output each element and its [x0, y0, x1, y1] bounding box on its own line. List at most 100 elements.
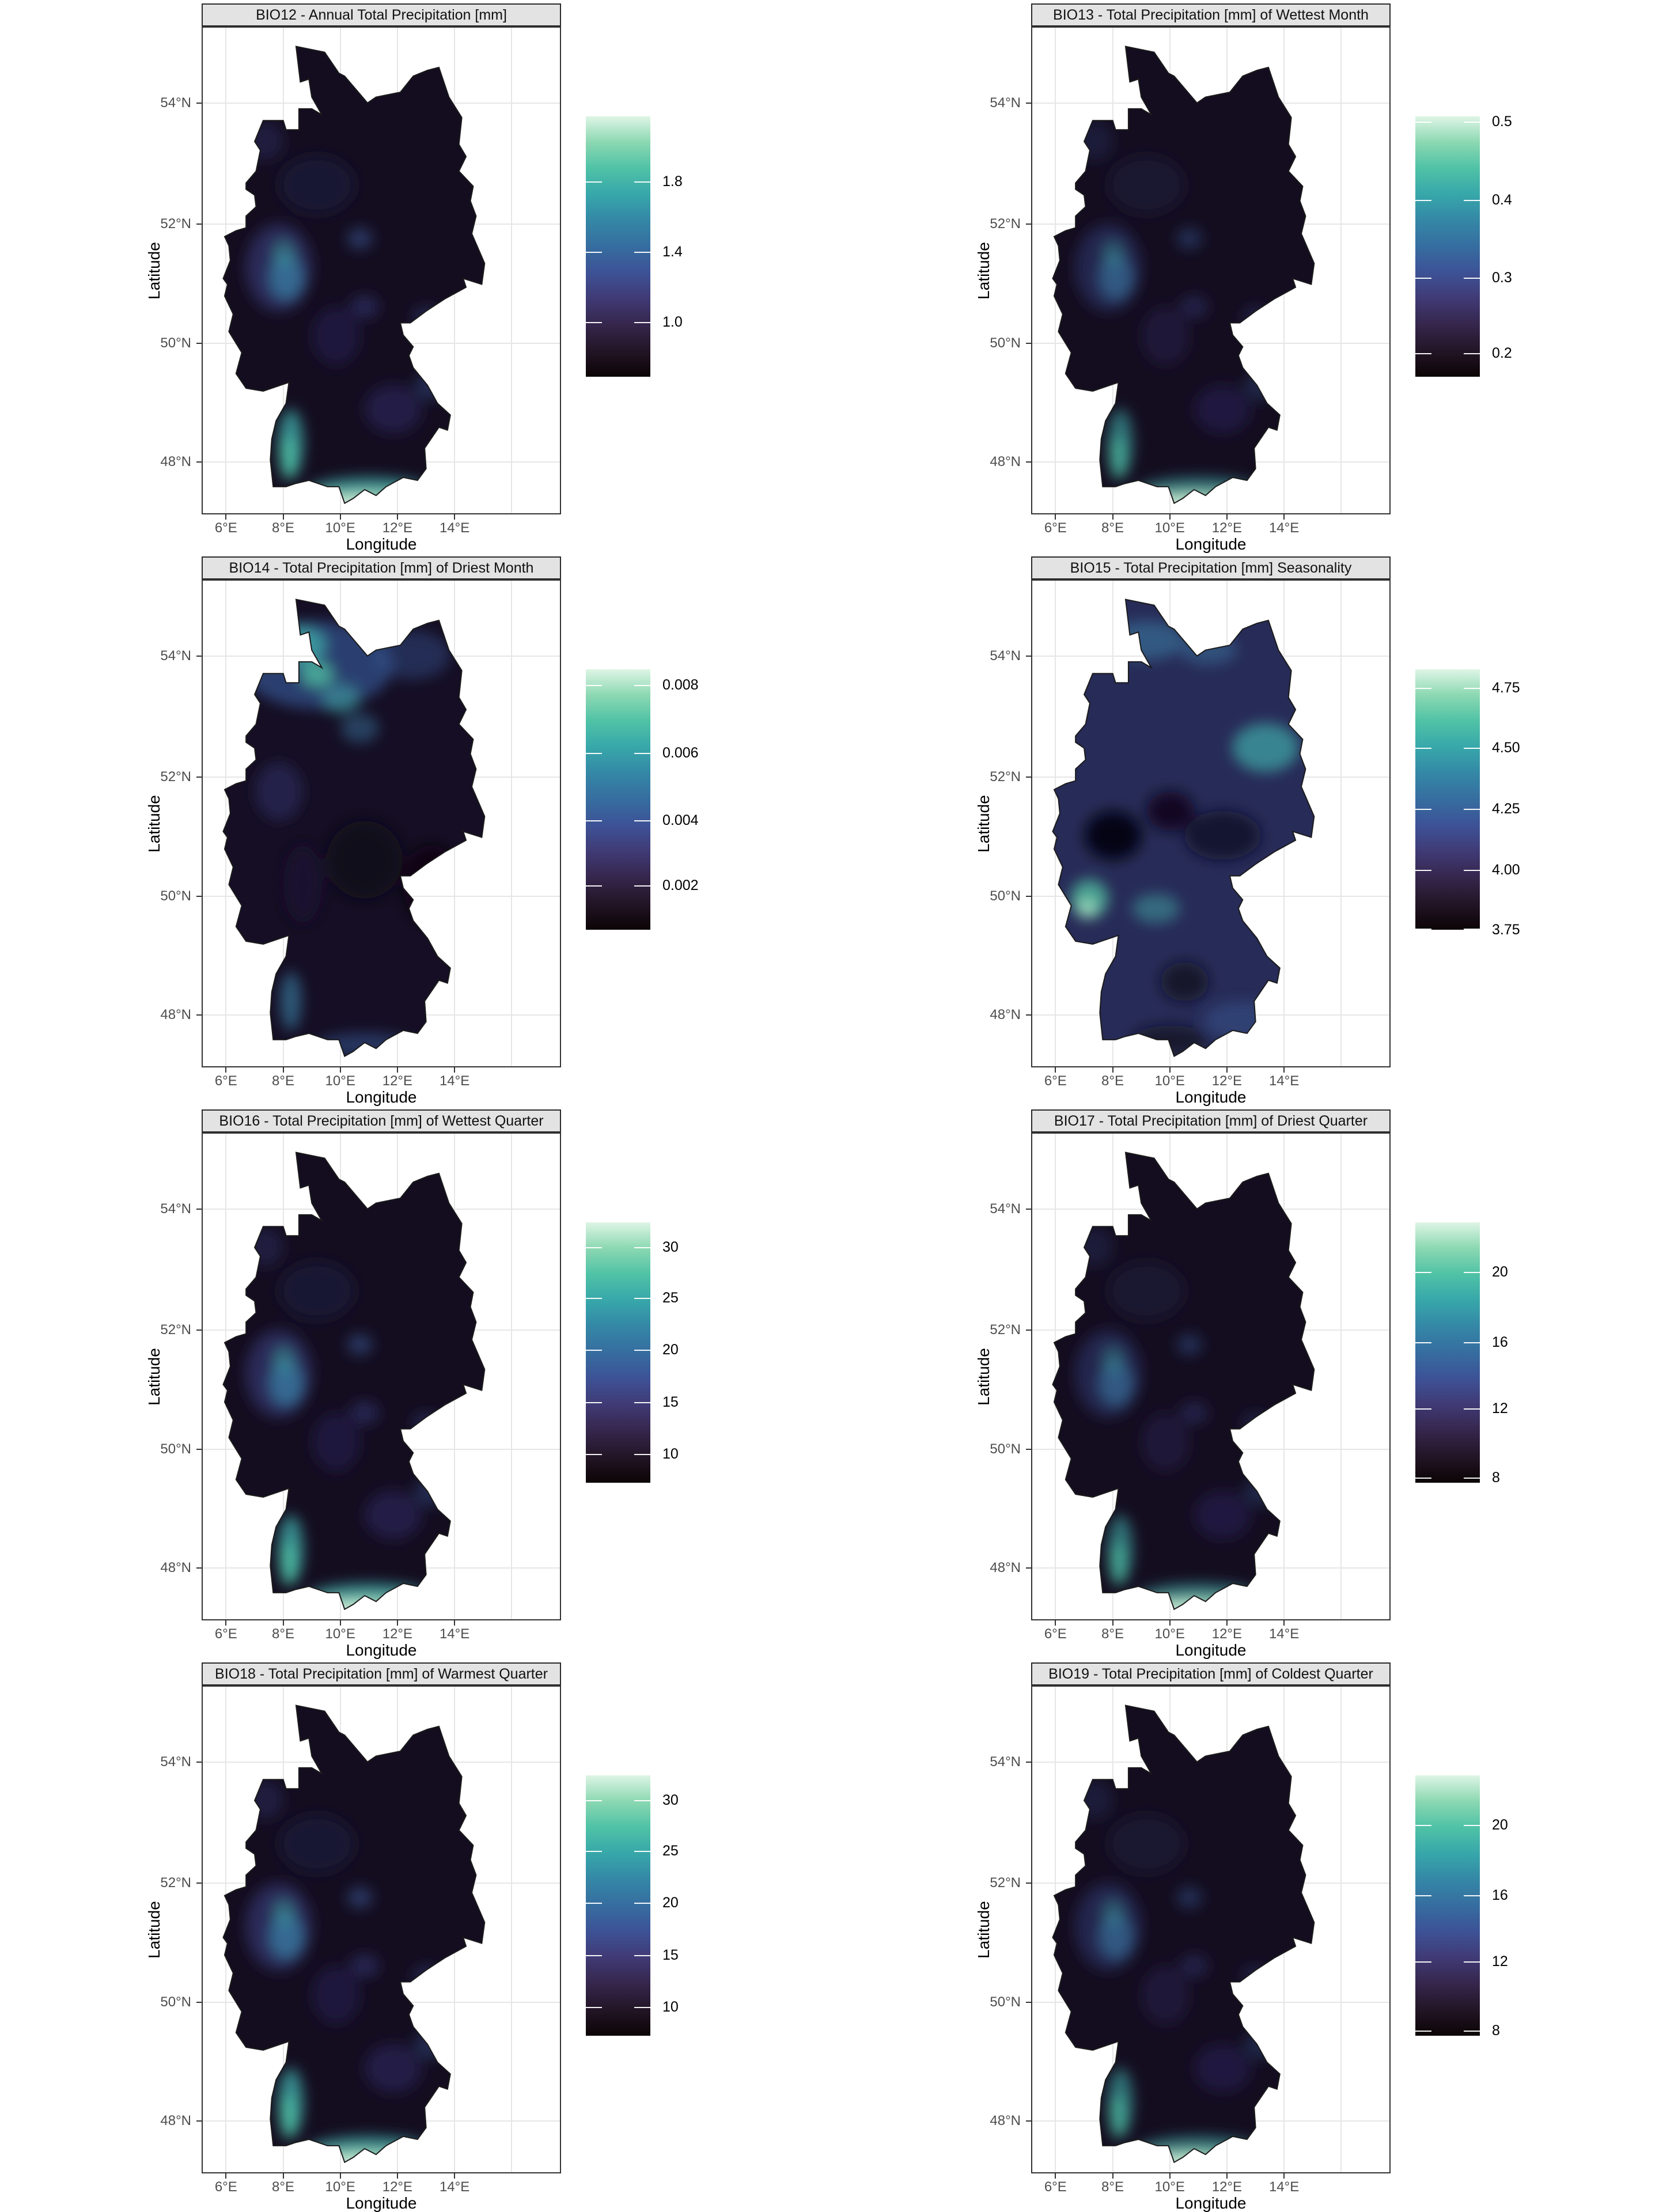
colorbar-tick-label: 25 [662, 1843, 679, 1859]
x-tick-label: 8°E [1101, 520, 1124, 536]
x-tick-label: 12°E [1211, 1073, 1243, 1089]
y-tick-label: 48°N [160, 454, 191, 470]
germany-raster-svg [1051, 592, 1325, 1063]
y-tick-mark [196, 102, 202, 104]
colorbar-tick-mark [586, 885, 602, 887]
x-tick-mark [454, 2173, 456, 2179]
colorbar-tick-label: 15 [662, 1393, 679, 1410]
y-tick-label: 54°N [990, 1753, 1021, 1770]
colorbar-gradient [1415, 1222, 1480, 1483]
y-tick-label: 48°N [160, 1560, 191, 1576]
colorbar-gradient [586, 1222, 650, 1483]
colorbar-tick-label: 12 [1492, 1953, 1508, 1970]
colorbar-tick-label: 4.50 [1492, 739, 1520, 756]
x-tick-mark [339, 514, 341, 520]
x-tick-mark [1055, 1067, 1056, 1073]
colorbar-tick-mark [586, 322, 602, 324]
germany-map [222, 1145, 496, 1616]
x-tick-label: 6°E [1044, 2179, 1067, 2195]
colorbar-tick-mark [1464, 929, 1480, 930]
y-tick-mark [1026, 1761, 1031, 1763]
map-panel-BIO16: BIO16 - Total Precipitation [mm] of Wett… [0, 1106, 830, 1659]
y-tick-label: 54°N [990, 1200, 1021, 1217]
colorbar-tick-mark [1464, 1961, 1480, 1963]
colorbar-tick-mark [1464, 1342, 1480, 1343]
y-tick-label: 50°N [160, 1441, 191, 1457]
colorbar-tick-mark [586, 1454, 602, 1456]
colorbar-tick-label: 4.75 [1492, 679, 1520, 696]
y-tick-mark [1026, 777, 1031, 778]
x-tick-mark [1226, 2173, 1228, 2179]
colorbar-tick-label: 4.25 [1492, 800, 1520, 817]
plot-area [202, 1132, 561, 1620]
x-axis-title: Longitude [346, 1641, 417, 1659]
colorbar-tick-mark [1415, 1342, 1431, 1343]
colorbar-tick-mark [1415, 1961, 1431, 1963]
colorbar-tick-mark [1464, 1477, 1480, 1479]
x-tick-label: 8°E [1101, 1626, 1124, 1642]
y-tick-mark [1026, 1448, 1031, 1450]
map-panel-BIO19: BIO19 - Total Precipitation [mm] of Cold… [830, 1659, 1659, 2212]
x-tick-label: 12°E [1211, 1626, 1243, 1642]
gridline-vertical [1340, 1134, 1342, 1619]
colorbar-tick-mark [1415, 687, 1431, 689]
panel-title: BIO16 - Total Precipitation [mm] of Wett… [219, 1112, 544, 1129]
colorbar-tick-mark [1415, 1271, 1431, 1273]
colorbar-tick-mark [634, 1247, 650, 1248]
x-tick-mark [1226, 514, 1228, 520]
colorbar-tick-label: 16 [1492, 1887, 1508, 1903]
x-tick-mark [1283, 1620, 1285, 1626]
x-tick-label: 12°E [382, 1073, 413, 1089]
y-axis-title: Latitude [975, 1901, 993, 1959]
x-tick-mark [454, 514, 456, 520]
x-tick-mark [1169, 2173, 1171, 2179]
colorbar-tick-mark [634, 1903, 650, 1904]
plot-area [1031, 1132, 1391, 1620]
colorbar-tick-mark [634, 1402, 650, 1403]
colorbar-tick-mark [634, 1955, 650, 1956]
x-tick-label: 10°E [1154, 1073, 1185, 1089]
x-tick-mark [454, 1620, 456, 1626]
x-tick-mark [1169, 514, 1171, 520]
map-panel-BIO15: BIO15 - Total Precipitation [mm] Seasona… [830, 553, 1659, 1106]
x-tick-mark [1112, 1067, 1113, 1073]
colorbar-tick-mark [586, 1350, 602, 1351]
colorbar-tick-label: 25 [662, 1290, 679, 1306]
x-tick-label: 14°E [1268, 1073, 1300, 1089]
x-tick-mark [1112, 514, 1113, 520]
colorbar-tick-mark [634, 820, 650, 822]
y-tick-mark [1026, 102, 1031, 104]
colorbar-tick-mark [1464, 1895, 1480, 1896]
x-tick-label: 6°E [214, 520, 237, 536]
x-axis-title: Longitude [1175, 1088, 1247, 1106]
colorbar-tick-mark [586, 252, 602, 253]
colorbar-tick-mark [1415, 278, 1431, 279]
y-tick-mark [196, 2120, 202, 2122]
colorbar-tick-label: 16 [1492, 1334, 1508, 1350]
x-tick-mark [339, 1067, 341, 1073]
x-tick-label: 6°E [214, 1073, 237, 1089]
plot-area [1031, 26, 1391, 514]
y-tick-label: 52°N [160, 769, 191, 785]
colorbar-tick-mark [1415, 929, 1431, 930]
germany-map [1051, 1145, 1325, 1616]
germany-raster-svg [222, 39, 496, 510]
x-tick-label: 10°E [1154, 2179, 1185, 2195]
colorbar-tick-label: 8 [1492, 1469, 1500, 1486]
colorbar-tick-mark [634, 1350, 650, 1351]
colorbar-tick-mark [1464, 1408, 1480, 1410]
y-tick-label: 52°N [990, 216, 1021, 232]
colorbar-tick-label: 0.002 [662, 877, 699, 894]
x-tick-mark [339, 2173, 341, 2179]
y-tick-mark [196, 1448, 202, 1450]
colorbar-tick-mark [634, 1298, 650, 1300]
x-tick-label: 10°E [325, 2179, 355, 2195]
panel-title: BIO12 - Annual Total Precipitation [mm] [256, 6, 507, 23]
x-tick-label: 12°E [382, 520, 413, 536]
colorbar-tick-label: 15 [662, 1946, 679, 1963]
x-tick-mark [396, 1620, 398, 1626]
y-tick-mark [196, 1883, 202, 1884]
x-tick-mark [396, 1067, 398, 1073]
colorbar-tick-mark [634, 685, 650, 687]
colorbar-gradient [586, 669, 650, 930]
